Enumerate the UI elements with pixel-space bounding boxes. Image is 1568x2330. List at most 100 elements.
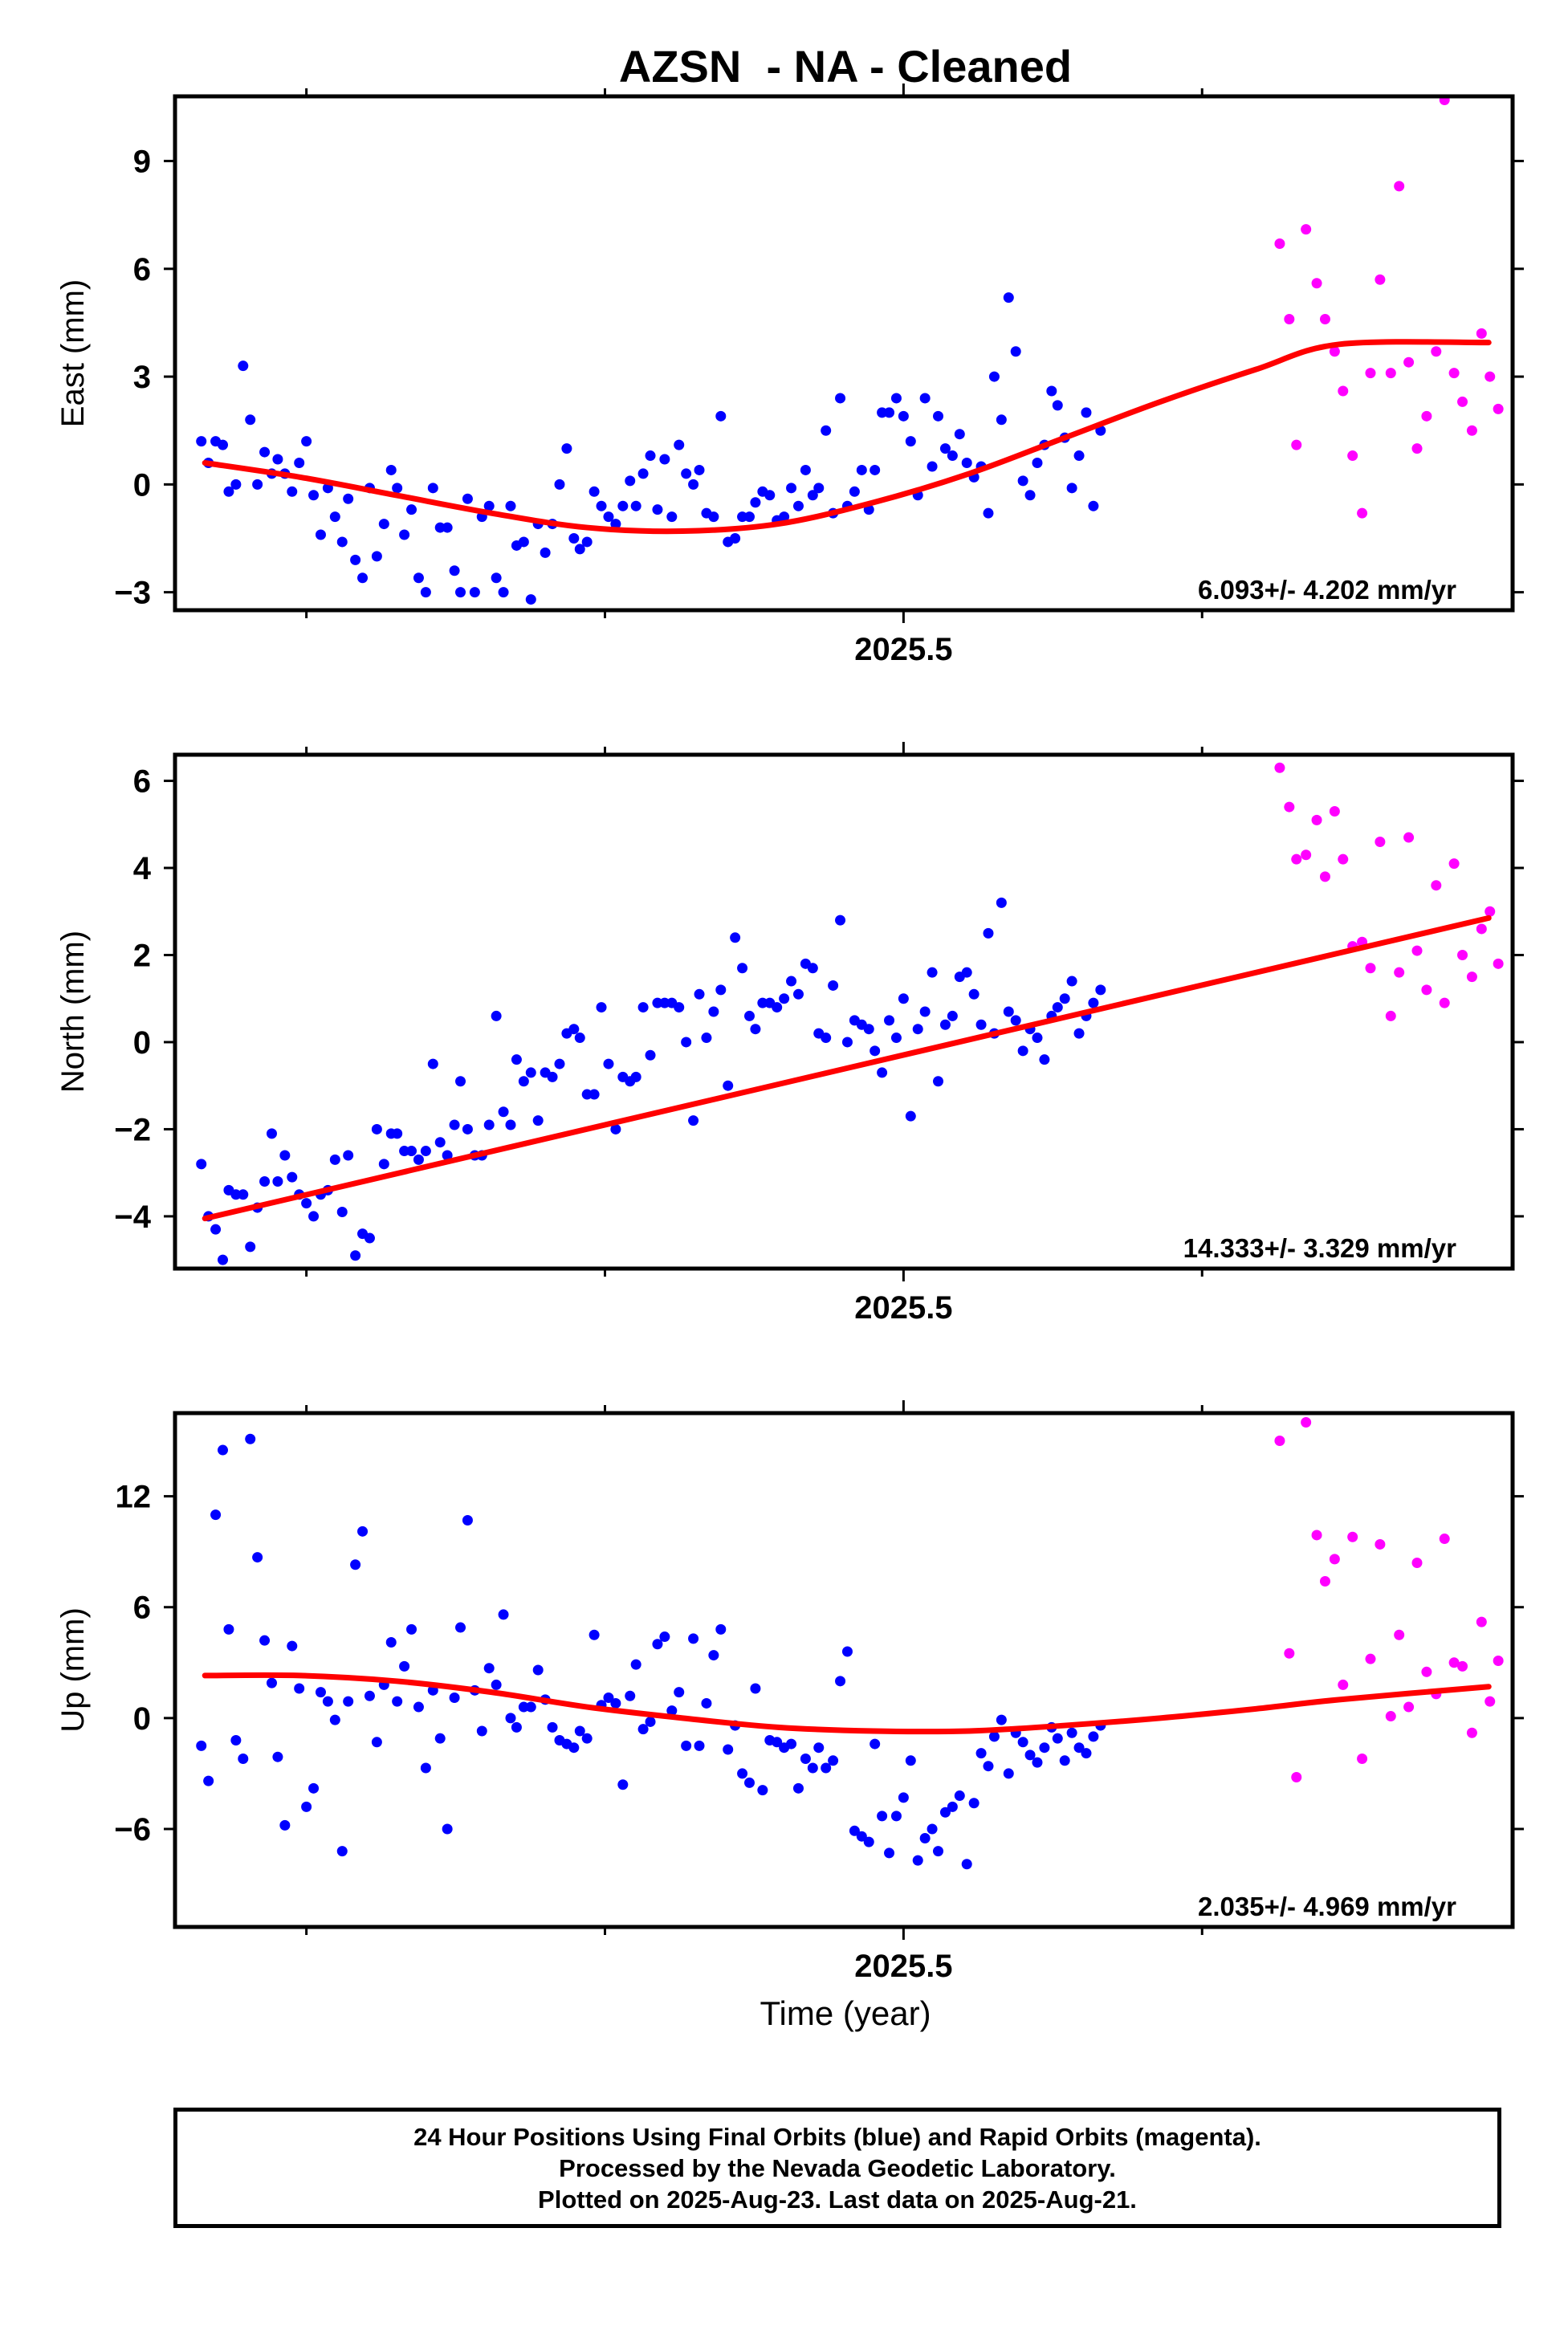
final-orbit-point: [196, 1159, 207, 1170]
final-orbit-point: [547, 1071, 558, 1082]
rapid-orbit-point: [1403, 832, 1415, 843]
rapid-orbit-point: [1319, 313, 1330, 324]
final-orbit-point: [266, 1677, 277, 1688]
final-orbit-point: [890, 393, 902, 404]
final-orbit-point: [715, 410, 727, 422]
final-orbit-point: [947, 1010, 958, 1021]
rapid-orbit-point: [1311, 814, 1322, 825]
final-orbit-point: [406, 1623, 417, 1635]
final-orbit-point: [694, 1740, 705, 1751]
final-orbit-point: [715, 1623, 727, 1635]
final-orbit-point: [259, 1635, 271, 1646]
final-orbit-point: [688, 1633, 699, 1644]
final-orbit-point: [322, 1696, 333, 1707]
final-orbit-point: [1052, 1733, 1063, 1744]
final-orbit-point: [518, 1701, 529, 1713]
final-orbit-point: [1073, 450, 1085, 462]
final-orbit-point: [750, 497, 761, 508]
final-orbit-point: [983, 507, 994, 519]
final-orbit-point: [617, 500, 629, 511]
final-orbit-point: [336, 1846, 348, 1857]
final-orbit-point: [863, 1024, 874, 1035]
final-orbit-point: [666, 1705, 678, 1717]
final-orbit-point: [434, 1733, 446, 1744]
final-orbit-point: [218, 1254, 228, 1265]
final-orbit-point: [674, 439, 685, 450]
final-orbit-point: [238, 360, 249, 372]
rapid-orbit-point: [1476, 328, 1487, 339]
final-orbit-point: [1039, 1742, 1050, 1754]
final-orbit-point: [912, 1855, 923, 1866]
final-orbit-point: [723, 1080, 734, 1091]
final-orbit-point: [596, 500, 607, 511]
final-orbit-point: [252, 479, 263, 490]
final-orbit-point: [681, 1037, 692, 1048]
final-orbit-point: [498, 1609, 509, 1620]
final-orbit-point: [420, 1762, 431, 1774]
final-orbit-point: [708, 1650, 719, 1661]
final-orbit-point: [308, 490, 320, 501]
final-orbit-point: [877, 1067, 888, 1078]
final-orbit-point: [449, 1693, 460, 1704]
rapid-orbit-point: [1301, 224, 1312, 235]
final-orbit-point: [898, 410, 909, 422]
final-orbit-point: [1024, 490, 1036, 501]
rapid-orbit-point: [1457, 396, 1468, 407]
final-orbit-point: [1073, 1028, 1085, 1039]
final-orbit-point: [462, 493, 473, 504]
final-orbit-point: [856, 464, 867, 475]
final-orbit-point: [996, 1714, 1007, 1725]
final-orbit-point: [1039, 1054, 1050, 1065]
rapid-orbit-point: [1466, 1727, 1477, 1738]
x-tick-label: 2025.5: [854, 632, 952, 667]
rapid-orbit-point: [1457, 1660, 1468, 1672]
final-orbit-point: [694, 464, 705, 475]
final-orbit-point: [841, 1037, 853, 1048]
final-orbit-point: [561, 443, 572, 454]
rapid-orbit-point: [1291, 853, 1302, 865]
final-orbit-point: [856, 1831, 867, 1842]
final-orbit-point: [786, 976, 797, 987]
rate-annotation: 14.333+/- 3.329 mm/yr: [1183, 1233, 1456, 1263]
final-orbit-point: [659, 997, 670, 1008]
final-orbit-point: [245, 1241, 256, 1253]
rapid-orbit-point: [1319, 1575, 1330, 1587]
final-orbit-point: [841, 1646, 853, 1657]
final-orbit-point: [813, 483, 825, 494]
y-axis-label: North (mm): [55, 931, 91, 1093]
final-orbit-point: [1010, 1015, 1021, 1026]
final-orbit-point: [863, 1836, 874, 1847]
final-orbit-point: [939, 1019, 951, 1030]
final-orbit-point: [455, 1076, 466, 1087]
rapid-orbit-point: [1448, 368, 1460, 379]
y-tick-label: 0: [133, 1701, 151, 1737]
final-orbit-point: [637, 468, 649, 479]
rapid-orbit-point: [1448, 858, 1460, 870]
final-orbit-point: [603, 1693, 614, 1704]
plot-area: [196, 1417, 1504, 1870]
final-orbit-point: [947, 450, 958, 462]
rapid-orbit-point: [1485, 906, 1496, 917]
final-orbit-point: [954, 429, 965, 440]
x-tick-label: 2025.5: [854, 1949, 952, 1984]
north-panel: −4 −2 0 2 4 6 2025.5 North (mm) 14.333+/- 3.329 …: [55, 742, 1524, 1326]
final-orbit-point: [329, 1154, 340, 1165]
final-orbit-point: [434, 1137, 446, 1148]
final-orbit-point: [968, 988, 979, 1000]
final-orbit-point: [737, 963, 748, 974]
rapid-orbit-point: [1403, 1701, 1415, 1713]
final-orbit-point: [218, 1444, 228, 1456]
final-orbit-point: [750, 1024, 761, 1035]
final-orbit-point: [779, 511, 790, 523]
model-fit-line: [202, 1672, 1492, 1735]
final-orbit-point: [196, 1740, 207, 1751]
final-orbit-point: [807, 1762, 818, 1774]
final-orbit-point: [1052, 400, 1063, 411]
final-orbit-point: [947, 1801, 958, 1812]
final-orbit-point: [1003, 1006, 1014, 1017]
final-orbit-point: [406, 1146, 417, 1157]
final-orbit-point: [1032, 1033, 1043, 1044]
final-orbit-point: [730, 932, 741, 943]
final-orbit-point: [427, 1058, 438, 1069]
rapid-orbit-point: [1365, 368, 1376, 379]
